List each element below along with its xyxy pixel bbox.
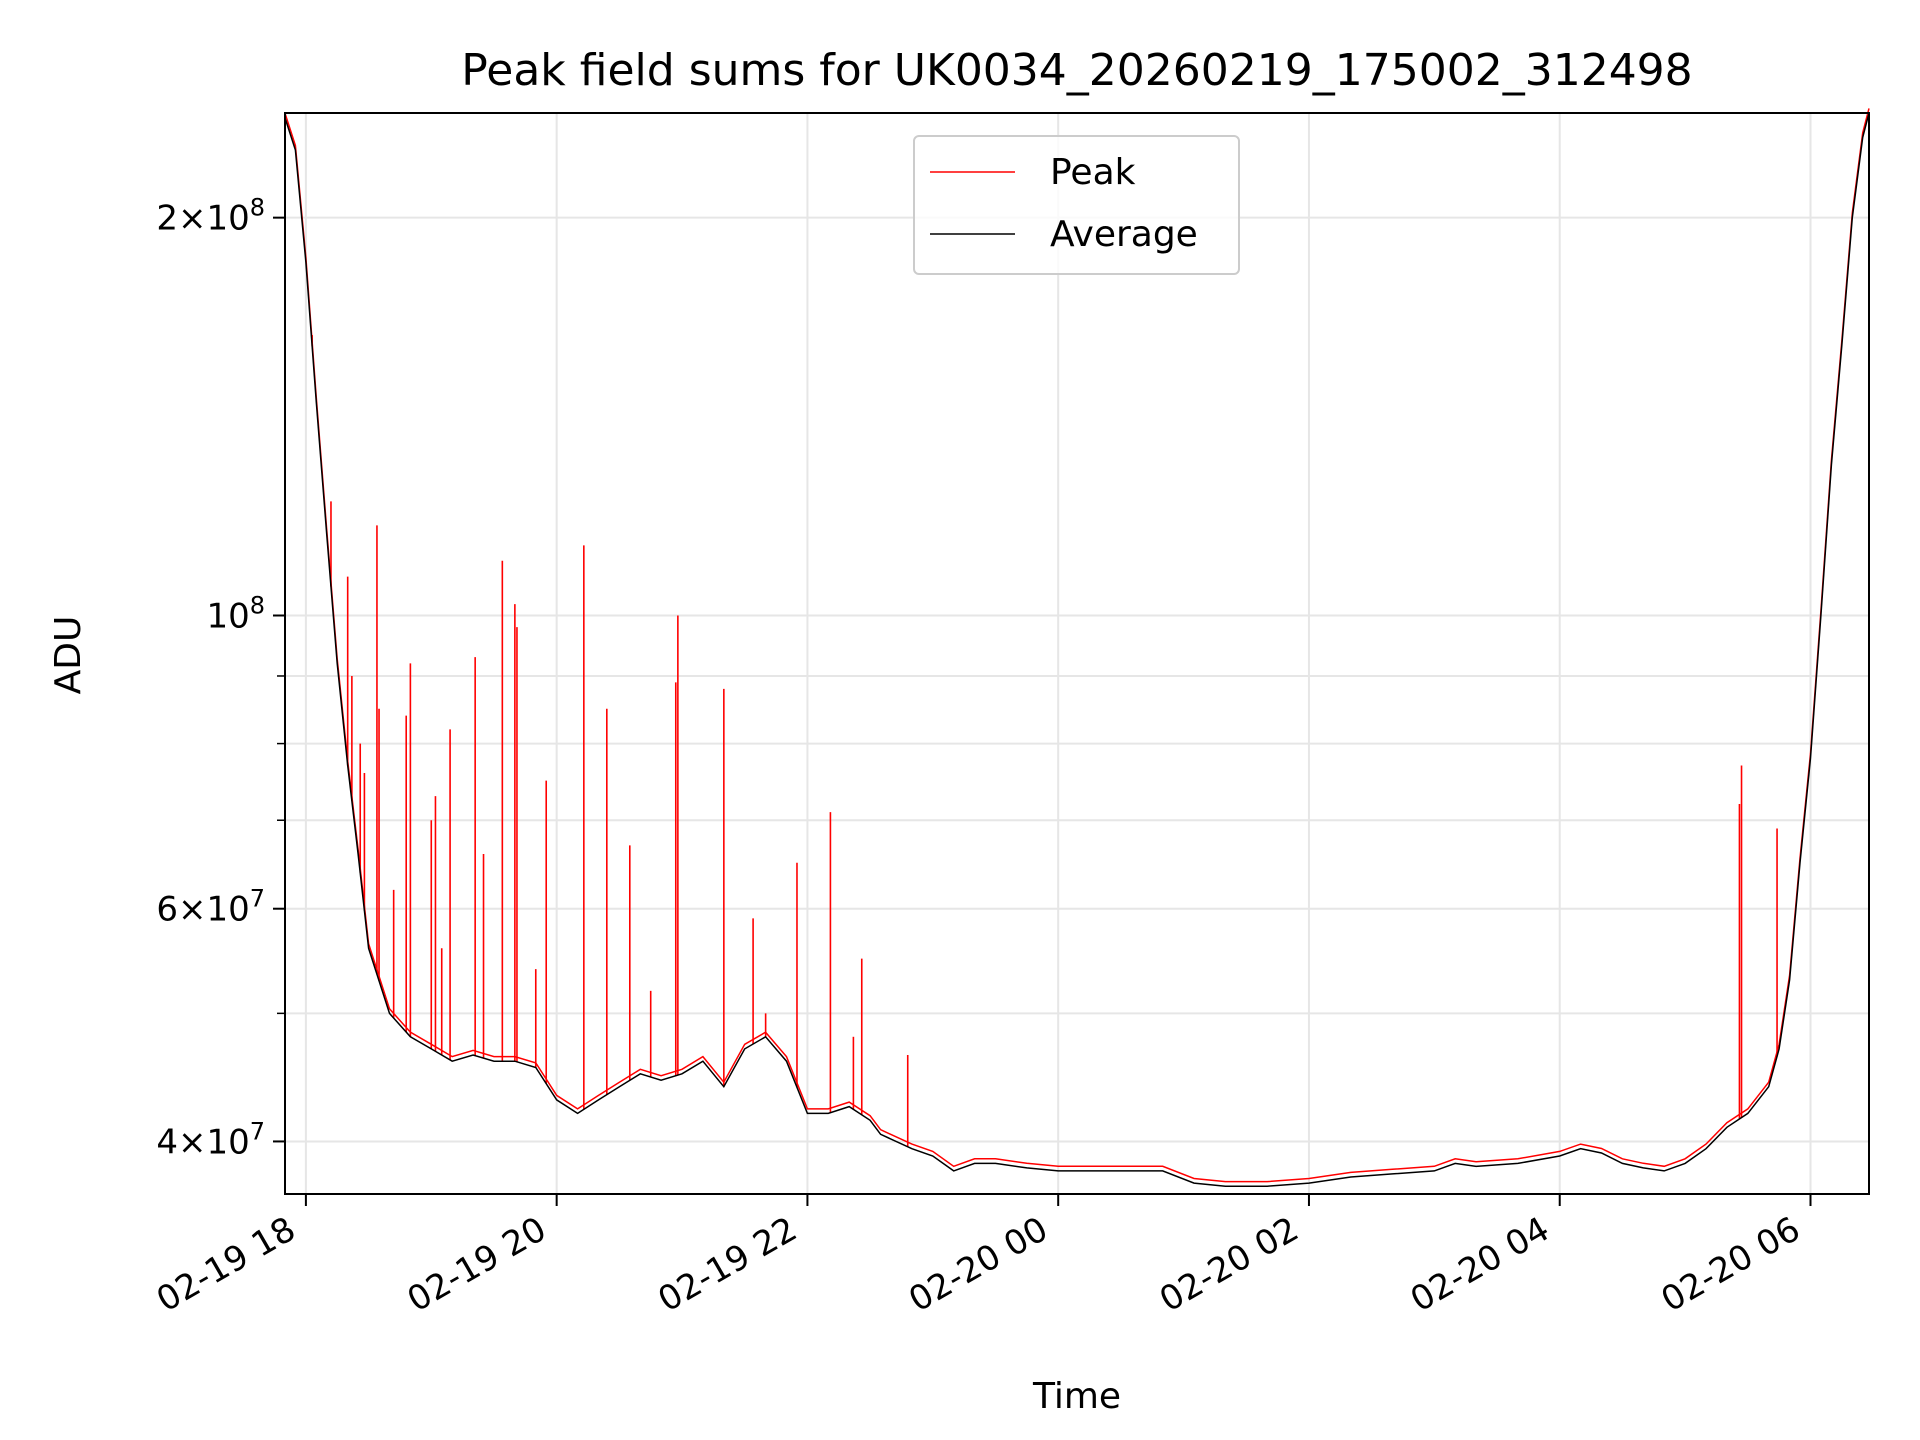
series-average-line	[284, 112, 1870, 1187]
y-tick-label: 2×108	[156, 194, 265, 239]
y-axis-label: ADU	[48, 616, 89, 695]
chart-title: Peak field sums for UK0034_20260219_1750…	[461, 45, 1692, 96]
series-peak-line	[284, 108, 1870, 1183]
y-tick-label: 6×107	[156, 885, 265, 930]
legend: Peak Average	[913, 135, 1240, 275]
legend-label-peak: Peak	[1050, 152, 1136, 193]
legend-label-average: Average	[1050, 214, 1198, 255]
legend-box	[913, 135, 1240, 275]
x-axis-label: Time	[1032, 1376, 1121, 1417]
y-tick-label: 108	[206, 592, 265, 637]
grid	[285, 113, 1869, 1194]
y-tick-label: 4×107	[156, 1117, 265, 1162]
plot-area	[284, 108, 1870, 1187]
y-axis: 4×107 6×107 108 2×108	[156, 194, 285, 1162]
plot-frame	[284, 112, 1870, 1195]
